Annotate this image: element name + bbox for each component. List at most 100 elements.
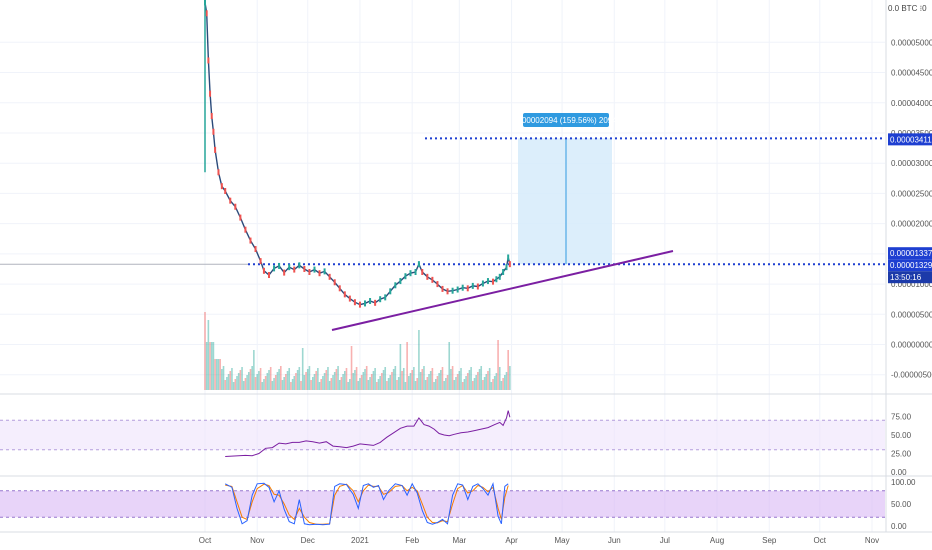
candle bbox=[414, 268, 417, 275]
price-tags: 0.00001337 0.00001329 13:50:16 0.00003411 bbox=[888, 133, 932, 284]
volume-bar bbox=[401, 371, 403, 390]
volume-bar bbox=[219, 359, 221, 390]
volume-bar bbox=[305, 372, 307, 390]
volume-bar bbox=[355, 367, 358, 390]
volume-bar bbox=[241, 367, 243, 390]
volume-bar bbox=[392, 369, 395, 390]
volume-bar bbox=[472, 381, 474, 390]
volume-bar bbox=[421, 369, 424, 390]
y-tick-label: 0.00000500 bbox=[891, 310, 932, 319]
volume-bar bbox=[362, 372, 365, 390]
candle bbox=[505, 264, 508, 271]
price-tag-current-box bbox=[888, 247, 932, 260]
volume-bar bbox=[333, 372, 336, 390]
candle bbox=[374, 299, 377, 306]
candle bbox=[409, 270, 412, 277]
volume-bar bbox=[509, 366, 511, 390]
volume-bar bbox=[221, 369, 223, 390]
volume-bar bbox=[283, 377, 285, 390]
volume-bar bbox=[266, 373, 269, 390]
volume-bar bbox=[357, 381, 360, 390]
candle bbox=[303, 265, 306, 272]
candle bbox=[451, 287, 454, 294]
volume-bar bbox=[301, 348, 304, 390]
projection-box bbox=[518, 138, 612, 265]
rsi-tick-label: 25.00 bbox=[891, 450, 912, 459]
candle bbox=[262, 267, 265, 274]
volume-bar bbox=[450, 369, 452, 390]
volume-bar bbox=[438, 373, 440, 390]
volume-bar bbox=[342, 374, 344, 390]
volume-bar bbox=[332, 375, 334, 390]
volume-bar bbox=[418, 330, 420, 390]
candle bbox=[273, 265, 276, 272]
volume-bar bbox=[360, 375, 363, 390]
volume-bar bbox=[237, 373, 240, 390]
volume-bar bbox=[384, 367, 387, 390]
volume-bar bbox=[254, 377, 257, 390]
volume-bar bbox=[370, 374, 373, 390]
volume-bar bbox=[337, 366, 339, 390]
volume-bar bbox=[419, 372, 422, 390]
volume-bar bbox=[376, 382, 378, 390]
x-tick-label: Dec bbox=[301, 536, 315, 545]
candle bbox=[379, 296, 382, 303]
volume-bar bbox=[416, 378, 419, 390]
volume-bar bbox=[349, 379, 351, 390]
volume-bar bbox=[313, 374, 316, 390]
x-tick-label: Oct bbox=[199, 536, 212, 545]
candle bbox=[293, 266, 296, 273]
candle bbox=[389, 288, 392, 295]
candle bbox=[421, 268, 424, 275]
volume-bar bbox=[466, 373, 469, 390]
volume-bar bbox=[253, 350, 255, 390]
volume-bar bbox=[443, 381, 445, 390]
price-line bbox=[204, 2, 511, 306]
stoch-tick-label: 0.00 bbox=[891, 522, 907, 531]
candle bbox=[298, 262, 301, 269]
candle bbox=[486, 278, 489, 285]
stoch-k-line bbox=[224, 482, 509, 526]
candle bbox=[417, 261, 420, 268]
candle bbox=[214, 146, 217, 153]
volume-bar bbox=[247, 372, 250, 390]
volume-bar bbox=[399, 344, 402, 390]
volume-bar bbox=[367, 380, 370, 390]
y-tick-label: 0.00001000 bbox=[891, 280, 932, 289]
volume-bar bbox=[310, 380, 312, 390]
candle bbox=[333, 279, 336, 286]
volume-bar bbox=[468, 370, 471, 390]
volume-bar bbox=[264, 376, 267, 390]
x-tick-label: Nov bbox=[865, 536, 879, 545]
volume-bar bbox=[507, 350, 509, 390]
volume-bar bbox=[364, 369, 366, 390]
volume-bar bbox=[426, 377, 429, 390]
x-tick-label: Oct bbox=[814, 536, 827, 545]
candle bbox=[288, 264, 291, 271]
candle bbox=[217, 169, 220, 176]
candle bbox=[328, 273, 331, 280]
volume-bar bbox=[372, 371, 375, 390]
x-tick-label: Jul bbox=[660, 536, 670, 545]
volume-bar bbox=[251, 366, 253, 390]
volume-bar bbox=[293, 376, 296, 390]
volume-bar bbox=[455, 377, 457, 390]
price-tag-countdown: 13:50:16 bbox=[890, 273, 922, 282]
volume-bar bbox=[374, 368, 376, 390]
volume-bar bbox=[352, 373, 355, 390]
volume-bar bbox=[286, 371, 289, 390]
volume-bar bbox=[493, 376, 496, 390]
candle bbox=[348, 295, 351, 302]
volume-bar bbox=[461, 382, 464, 390]
candle bbox=[476, 283, 479, 290]
volume-bar bbox=[505, 372, 508, 390]
y-tick-label: 0.00004500 bbox=[891, 69, 932, 78]
volume-bar bbox=[436, 376, 439, 390]
volume-bar bbox=[274, 375, 277, 390]
volume-bar bbox=[478, 369, 481, 390]
x-tick-label: Mar bbox=[452, 536, 466, 545]
x-tick-label: Aug bbox=[710, 536, 724, 545]
price-tag-target-box bbox=[888, 133, 932, 146]
volume-bar bbox=[229, 371, 232, 390]
